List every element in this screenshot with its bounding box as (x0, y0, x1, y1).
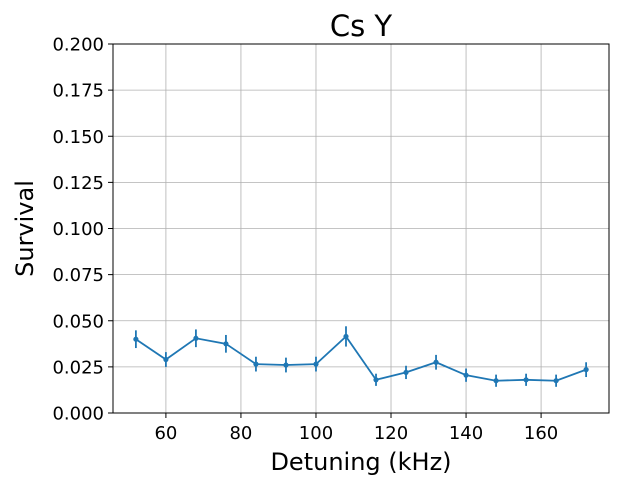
x-tick-label: 60 (154, 423, 177, 444)
data-point (133, 336, 139, 342)
x-tick-label: 120 (374, 423, 408, 444)
data-point (283, 362, 289, 368)
data-point (223, 341, 229, 347)
data-point (433, 359, 439, 365)
data-point (403, 369, 409, 376)
data-point (463, 372, 469, 378)
x-tick-label: 100 (299, 423, 333, 444)
data-point (523, 377, 529, 383)
y-tick-label: 0.100 (52, 219, 104, 240)
data-point (343, 333, 349, 340)
grid (113, 44, 609, 413)
x-tick-label: 80 (229, 423, 252, 444)
y-tick-label: 0.150 (52, 127, 104, 148)
data-point (193, 335, 199, 341)
x-axis-label: Detuning (kHz) (270, 448, 451, 476)
data-point (583, 367, 589, 373)
y-tick-label: 0.025 (52, 357, 104, 378)
data-point (373, 377, 379, 383)
x-tick-label: 160 (524, 423, 558, 444)
x-tick-label: 140 (449, 423, 483, 444)
y-axis-label: Survival (11, 180, 39, 277)
y-tick-label: 0.050 (52, 311, 104, 332)
y-tick-label: 0.200 (52, 35, 104, 56)
data-layer (133, 326, 589, 387)
ticks: 60 80 100 120 140 160 0.000 0.025 0.050 0.075 0.10… (52, 35, 558, 445)
data-point (253, 361, 259, 367)
series-line (135, 335, 587, 382)
y-tick-label: 0.075 (52, 265, 104, 286)
data-point (553, 378, 559, 384)
data-point (313, 361, 319, 367)
chart-title: Cs Y (330, 9, 393, 43)
data-point (493, 378, 499, 384)
data-point (163, 356, 169, 363)
y-tick-label: 0.000 (52, 404, 104, 425)
y-tick-label: 0.125 (52, 173, 104, 194)
y-tick-label: 0.175 (52, 81, 104, 102)
